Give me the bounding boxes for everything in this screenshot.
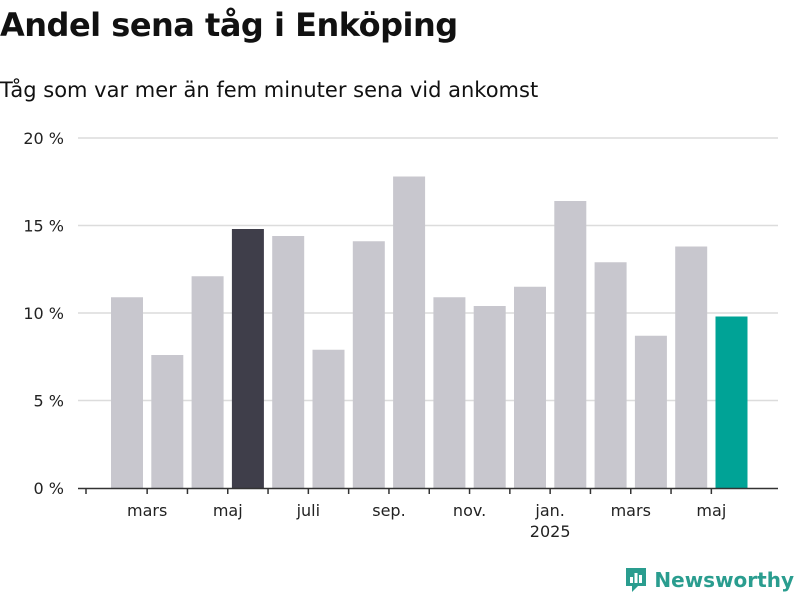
y-tick-label: 20 % (23, 129, 64, 148)
x-tick-label: maj (696, 501, 726, 520)
chart-title: Andel sena tåg i Enköping (0, 6, 458, 44)
x-tick-label: mars (611, 501, 651, 520)
x-tick-sublabel: 2025 (530, 522, 571, 541)
bar (675, 246, 708, 488)
logo-text: Newsworthy (654, 568, 794, 592)
y-tick-label: 15 % (23, 217, 64, 236)
y-tick-label: 10 % (23, 304, 64, 323)
newsworthy-logo: Newsworthy (624, 566, 794, 594)
x-tick-label: jan. (534, 501, 564, 520)
bar (433, 297, 466, 488)
chart-subtitle: Tåg som var mer än fem minuter sena vid … (0, 78, 539, 102)
x-tick-label: sep. (372, 501, 405, 520)
bar (554, 201, 587, 488)
bar (715, 316, 748, 488)
bar (312, 349, 345, 488)
bar (151, 355, 184, 488)
bar (393, 176, 426, 488)
x-tick-label: juli (296, 501, 320, 520)
y-tick-label: 5 % (34, 392, 64, 411)
bar-chart-bubble-icon (626, 568, 647, 592)
x-tick-label: nov. (453, 501, 486, 520)
x-tick-label: mars (127, 501, 167, 520)
bar (514, 286, 546, 488)
bar (594, 262, 627, 488)
bar (634, 335, 667, 488)
bar (191, 276, 224, 488)
bar (272, 236, 305, 488)
bar (473, 306, 506, 488)
bar (231, 229, 264, 488)
y-tick-label: 0 % (34, 479, 64, 498)
x-tick-label: maj (213, 501, 243, 520)
bar (352, 241, 385, 488)
bar (111, 297, 143, 488)
